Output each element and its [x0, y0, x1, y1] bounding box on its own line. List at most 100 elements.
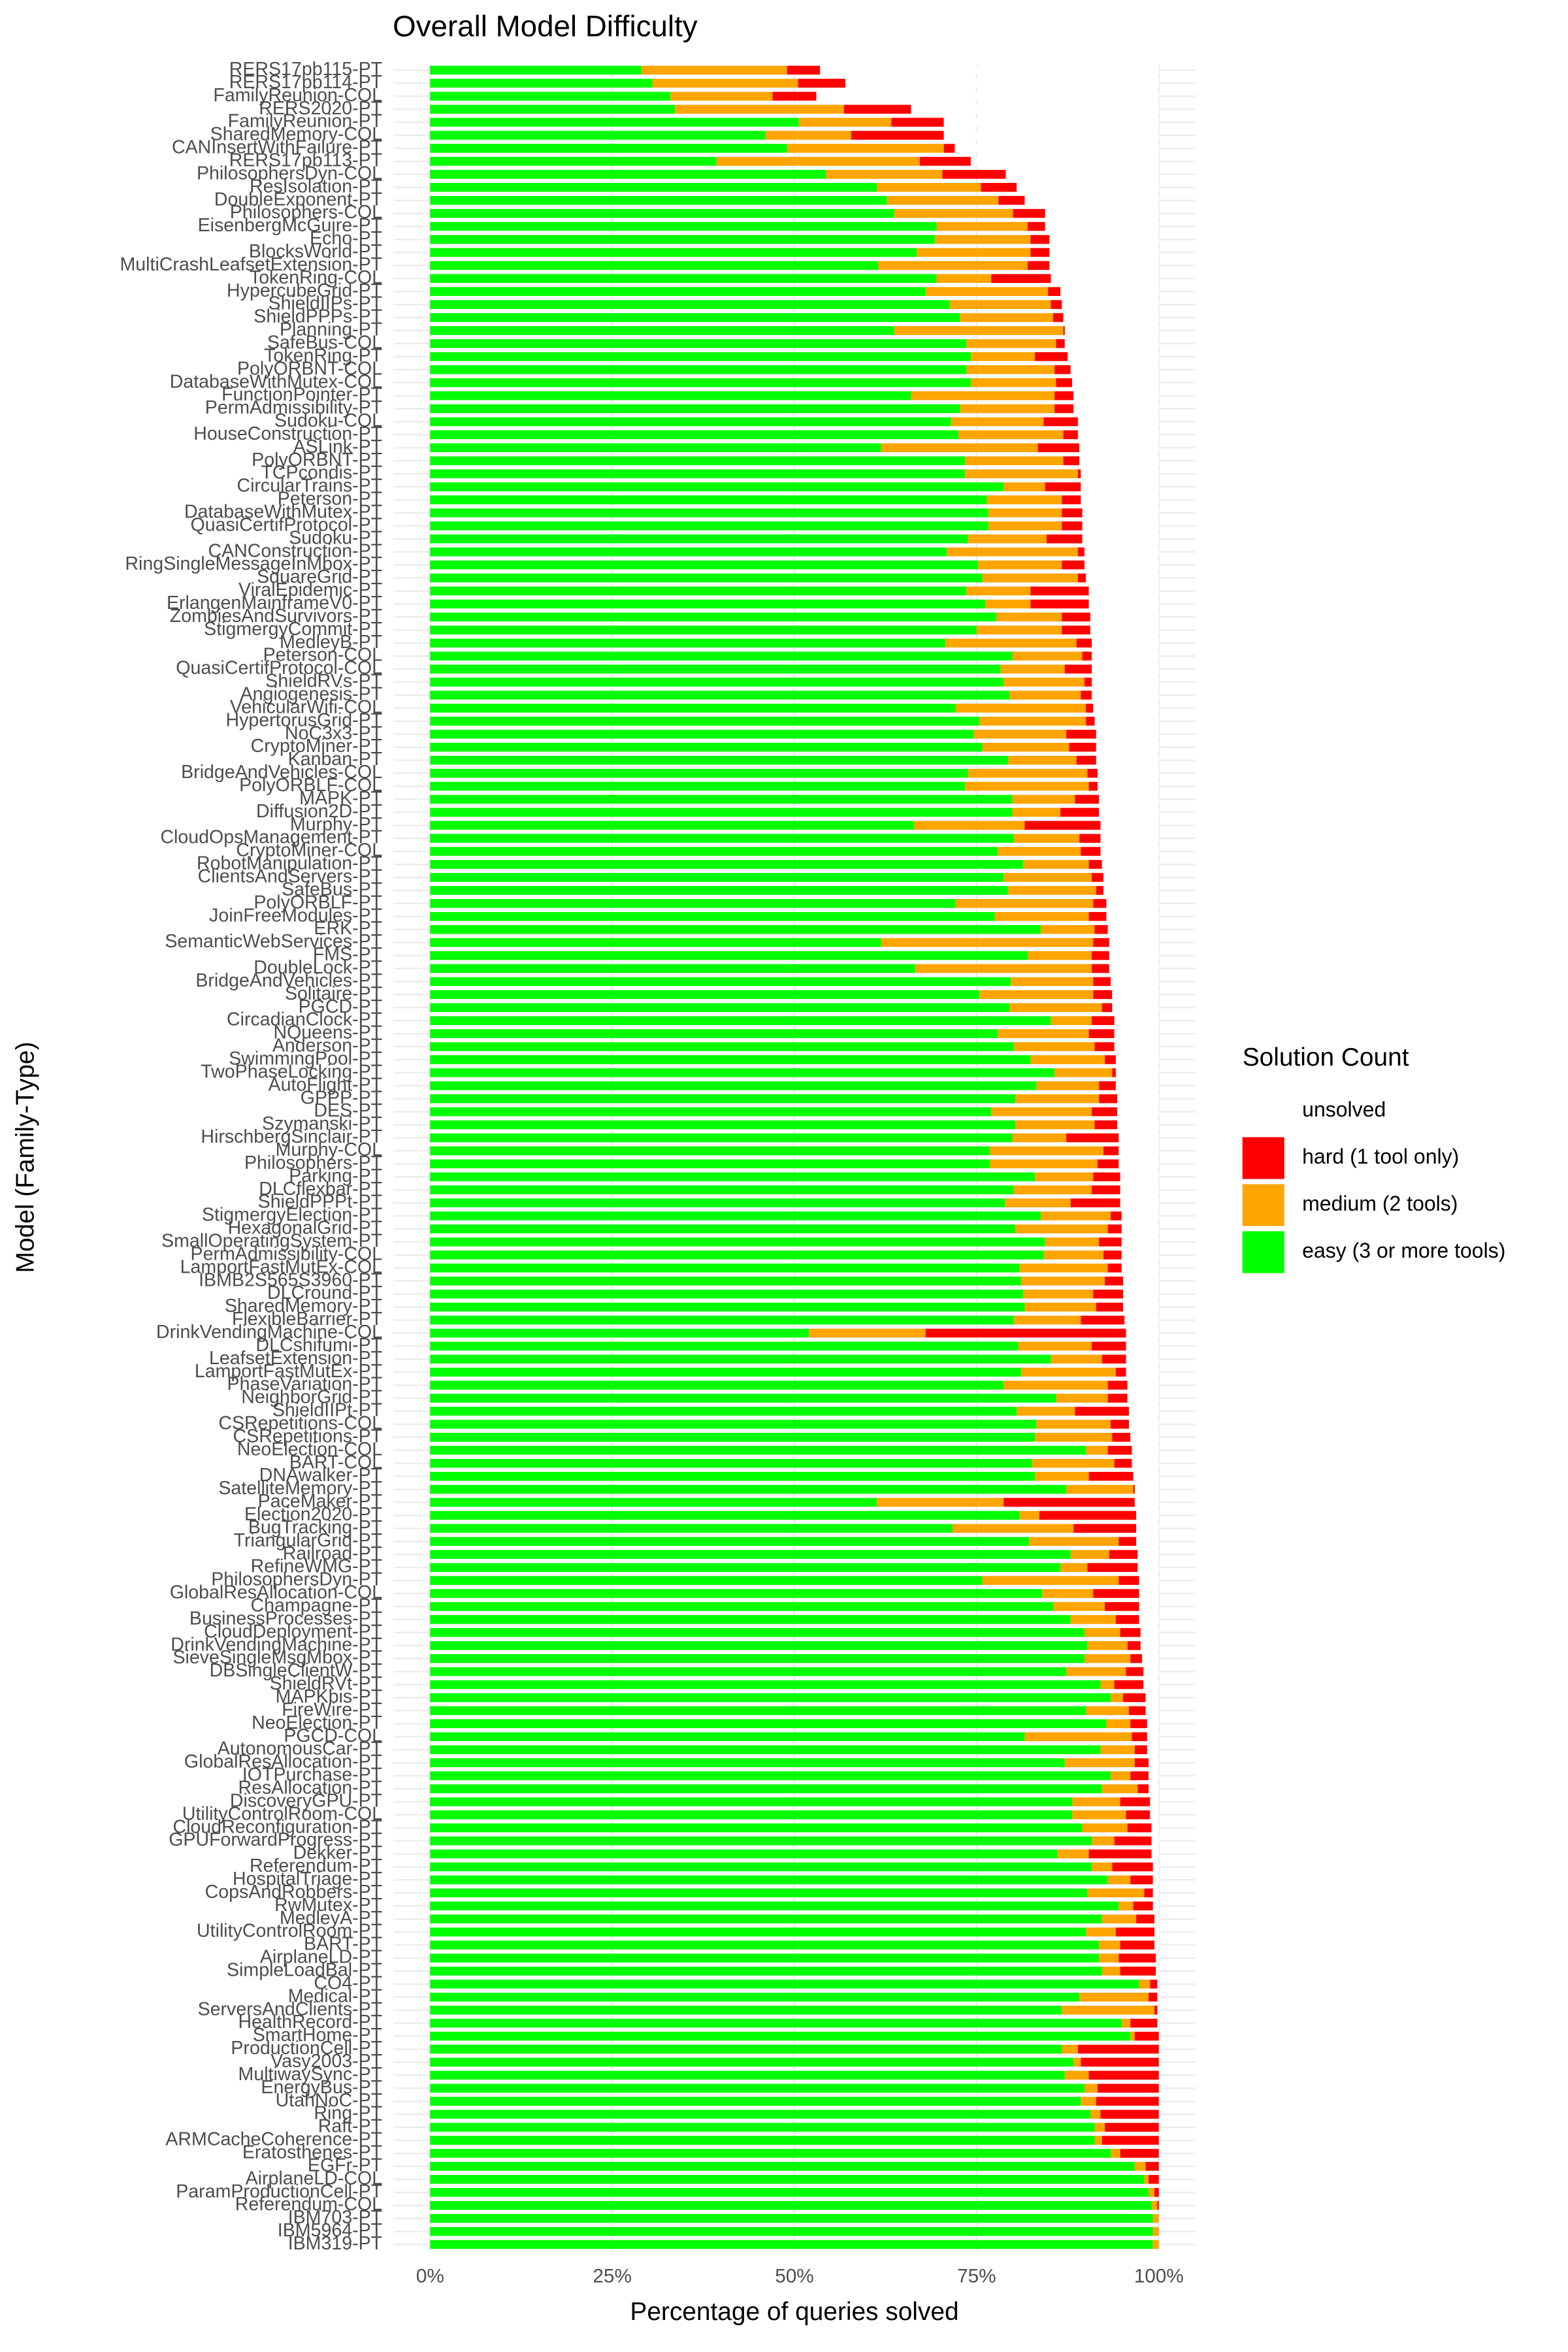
bar-segment [1114, 1029, 1159, 1038]
bar-segment [430, 2097, 1081, 2106]
y-tick-label: ErlangenMainframeV0-PT [167, 593, 382, 613]
bar-segment [1100, 847, 1159, 856]
bar-segment [1093, 899, 1107, 908]
bar-segment [943, 144, 955, 153]
bar-segment [641, 65, 787, 75]
bar-segment [430, 1993, 1080, 2002]
bar-segment [430, 1810, 1072, 1820]
y-tick-label: PhaseVariation-PT [227, 1374, 383, 1395]
bar-segment [1133, 1484, 1135, 1494]
bar-segment [1030, 248, 1050, 257]
bar-segment [1073, 2057, 1081, 2067]
bar-segment [430, 2031, 1131, 2041]
bar-segment [1136, 1914, 1155, 1924]
bar-segment [1149, 2175, 1159, 2184]
bar-segment [1134, 1745, 1147, 1754]
y-tick-label: CopsAndRobbers-PT [205, 1882, 382, 1903]
bar-segment [430, 1107, 992, 1117]
bar-segment [1126, 1810, 1151, 1820]
bar-segment [1127, 1823, 1152, 1833]
bar-segment [1027, 261, 1050, 270]
bar-segment [1107, 1394, 1128, 1403]
bar-segment [430, 742, 983, 752]
bar-segment [966, 339, 1056, 348]
bar-segment [1105, 1602, 1139, 1611]
bar-segment [1092, 951, 1109, 960]
bar-segment [1081, 2097, 1096, 2106]
y-tick-label: DLCshifumi-PT [256, 1335, 383, 1356]
bar-segment [430, 2018, 1122, 2028]
bar-segment [430, 794, 1013, 804]
y-tick-label: ResIsolation-PT [250, 176, 382, 197]
legend-key [1242, 1184, 1284, 1226]
bar-segment [1120, 1628, 1141, 1637]
bar-segment [1151, 2200, 1158, 2210]
y-tick-label: ResAllocation-PT [238, 1777, 382, 1798]
bar-segment [1119, 1953, 1156, 1963]
bar-segment [430, 1823, 1083, 1833]
bar-segment [981, 183, 1017, 192]
bar-segment [1081, 847, 1101, 856]
bar-segment [430, 105, 676, 114]
bar-segment [1041, 924, 1095, 934]
bar-segment [976, 625, 1062, 635]
bar-segment [430, 1784, 1102, 1793]
bar-segment [1053, 1602, 1105, 1611]
bar-segment [430, 651, 1013, 661]
bar-segment [1102, 1967, 1120, 1976]
bar-segment [1154, 2005, 1158, 2015]
bar-segment [894, 208, 1013, 218]
y-tick-label: SquareGrid-PT [257, 566, 382, 587]
bar-segment [430, 2083, 1085, 2093]
bar-segment [430, 1940, 1100, 1950]
bar-segment [1013, 834, 1080, 843]
bar-segment [1126, 1367, 1159, 1377]
bar-segment [1114, 1042, 1159, 1051]
bar-segment [1039, 1511, 1137, 1520]
y-tick-label: Dekker-PT [293, 1842, 382, 1863]
bar-segment [1154, 1914, 1159, 1924]
y-tick-label: BART-COL [289, 1452, 382, 1473]
bar-segment [1092, 664, 1159, 674]
bar-segment [1056, 378, 1072, 387]
y-tick-label: IBM5964-PT [278, 2220, 382, 2241]
y-tick-label: Raft-PT [318, 2116, 382, 2137]
bar-segment [1030, 586, 1089, 596]
bar-segment [1090, 612, 1159, 622]
bar-segment [1077, 2044, 1159, 2054]
y-tick-label: UtilityControlRoom-PT [197, 1921, 382, 1942]
bar-segment [1081, 691, 1092, 700]
bar-segment [430, 2213, 1153, 2223]
bar-segment [1137, 1550, 1159, 1560]
y-tick-label: Szymanski-PT [262, 1113, 382, 1134]
bar-segment [960, 404, 1055, 414]
bar-segment [1030, 599, 1089, 609]
y-tick-label: UtahNoC-PT [276, 2090, 382, 2111]
bar-segment [1082, 521, 1159, 531]
bar-segment [936, 274, 992, 284]
bar-segment [1100, 821, 1159, 830]
bar-segment [430, 1146, 990, 1156]
bar-segment [1019, 1511, 1039, 1520]
bar-segment [1111, 977, 1159, 987]
bar-segment [430, 1172, 1036, 1182]
bar-segment [1066, 1667, 1126, 1676]
bar-segment [430, 1628, 1085, 1637]
bar-segment [1115, 1068, 1159, 1077]
bar-segment [430, 1341, 1019, 1351]
bar-segment [430, 2200, 1152, 2210]
bar-segment [430, 1576, 983, 1585]
y-tick-label: Diffusion2D-PT [256, 801, 382, 822]
bar-segment [1157, 2018, 1159, 2028]
y-tick-label: MAPK-PT [299, 788, 382, 809]
bar-segment [1004, 482, 1045, 491]
bar-segment [430, 1888, 1088, 1898]
bar-segment [1093, 977, 1111, 987]
bar-segment [1156, 1953, 1159, 1963]
bar-segment [1087, 1563, 1138, 1572]
bar-segment [1051, 300, 1062, 309]
y-tick-label: CloudOpsManagement-PT [160, 827, 382, 848]
bar-segment [958, 430, 1064, 440]
bar-segment [1041, 1211, 1111, 1220]
bar-segment [430, 118, 799, 127]
